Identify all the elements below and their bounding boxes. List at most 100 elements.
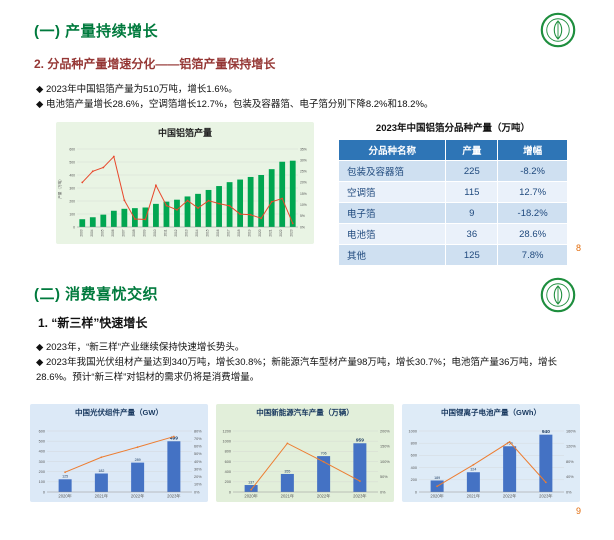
svg-text:0%: 0% <box>194 490 200 494</box>
table-title: 2023年中国铝箔分品种产量（万吨） <box>375 123 531 134</box>
chart-title: 中国铝箔产量 <box>157 128 212 138</box>
svg-text:2020: 2020 <box>258 229 262 236</box>
svg-text:2021年: 2021年 <box>467 493 481 500</box>
svg-text:2022年: 2022年 <box>317 493 331 500</box>
svg-text:50%: 50% <box>380 475 388 479</box>
svg-text:1000: 1000 <box>223 439 231 443</box>
bullet-item: ◆ 2023年我国光伏组材产量达到340万吨，增长30.8%；新能源汽车型材产量… <box>36 357 557 383</box>
col-header-variety: 分品种名称 <box>337 139 447 161</box>
svg-text:0%: 0% <box>380 490 386 494</box>
svg-text:324: 324 <box>470 468 476 472</box>
page-number-8: 8 <box>576 243 582 253</box>
svg-text:400: 400 <box>69 173 75 177</box>
svg-text:2006: 2006 <box>111 229 115 236</box>
svg-text:20%: 20% <box>194 475 202 479</box>
svg-text:600: 600 <box>69 147 75 151</box>
svg-text:2008: 2008 <box>132 229 136 236</box>
slide2-title: (二) 消费喜忧交织 <box>34 286 159 303</box>
svg-text:2023年: 2023年 <box>353 493 367 500</box>
table-row: 电子箔 9 -18.2% <box>337 202 568 224</box>
svg-text:200: 200 <box>39 470 45 474</box>
foil-output-chart: 中国铝箔产量 0 100 200 300 400 500 600 0% 5% 10% 15% 20% 2… <box>56 122 314 244</box>
svg-text:2015: 2015 <box>206 229 210 236</box>
svg-text:400: 400 <box>225 470 231 474</box>
svg-text:80%: 80% <box>566 460 574 464</box>
org-logo-icon <box>540 277 576 313</box>
li-battery-chart: 中国锂离子电池产量（GWh） 0 200 400 600 800 1000 0% 40% 80%… <box>402 404 580 502</box>
li-battery-chart-canvas: 0 200 400 600 800 1000 0% 40% 80% 120% 160% 189 324 7… <box>409 429 577 500</box>
svg-text:60%: 60% <box>194 445 202 449</box>
svg-text:10%: 10% <box>194 483 202 487</box>
svg-text:40%: 40% <box>566 475 574 479</box>
slide1-bullets: ◆ 2023年中国铝箔产量为510万吨，增长1.6%。 ◆ 电池箔产量增长28.… <box>36 82 584 112</box>
svg-text:50%: 50% <box>194 452 202 456</box>
svg-text:2011: 2011 <box>163 229 167 236</box>
svg-text:0: 0 <box>73 225 75 229</box>
svg-text:2022年: 2022年 <box>131 493 145 500</box>
svg-text:200: 200 <box>411 478 417 482</box>
svg-text:35%: 35% <box>300 147 307 151</box>
svg-text:2005: 2005 <box>100 229 104 236</box>
svg-text:200: 200 <box>69 199 75 203</box>
org-logo-icon <box>540 12 576 48</box>
svg-text:2018: 2018 <box>237 229 241 236</box>
svg-text:80%: 80% <box>194 429 202 433</box>
svg-text:400: 400 <box>411 466 417 470</box>
col-header-growth: 增幅 <box>497 139 568 161</box>
slide2-bullets: ◆ 2023年，“新三样”产业继续保持快速增长势头。 ◆ 2023年我国光伏组材… <box>36 340 586 385</box>
bullet-item: ◆ 2023年，“新三样”产业继续保持快速增长势头。 <box>36 342 245 353</box>
svg-text:15%: 15% <box>300 192 307 196</box>
svg-text:2012: 2012 <box>174 229 178 236</box>
svg-text:959: 959 <box>356 438 364 444</box>
svg-text:10%: 10% <box>300 203 307 207</box>
table-row: 其他 125 7.8% <box>337 244 568 266</box>
svg-text:2014: 2014 <box>195 229 199 236</box>
svg-text:2022: 2022 <box>279 229 283 236</box>
svg-text:600: 600 <box>411 454 417 458</box>
svg-text:0%: 0% <box>300 225 305 229</box>
svg-text:200: 200 <box>225 480 231 484</box>
svg-text:100: 100 <box>39 480 45 484</box>
svg-text:40%: 40% <box>194 460 202 464</box>
pv-module-chart-canvas: 0 100 200 300 400 500 600 0% 10% 20% 30% 40% 50% 60% 7… <box>39 429 203 500</box>
svg-text:2023年: 2023年 <box>167 493 181 500</box>
svg-text:2017: 2017 <box>227 229 231 236</box>
svg-text:600: 600 <box>39 429 45 433</box>
svg-text:500: 500 <box>39 439 45 443</box>
slide1-title: (一) 产量持续增长 <box>34 23 159 40</box>
table-row: 包装及容器箔 225 -8.2% <box>337 160 568 182</box>
svg-text:2021年: 2021年 <box>281 493 295 500</box>
svg-text:0%: 0% <box>566 490 572 494</box>
pv-module-chart: 中国光伏组件产量（GW） 0 100 200 300 400 500 600 0% 10% 20%… <box>30 404 208 502</box>
svg-text:2020年: 2020年 <box>430 493 444 500</box>
svg-text:800: 800 <box>411 442 417 446</box>
svg-text:0: 0 <box>43 490 45 494</box>
nev-output-chart: 中国新能源汽车产量（万辆） 0 200 400 600 800 1000 1200 0% 50%… <box>216 404 394 502</box>
svg-text:600: 600 <box>225 460 231 464</box>
svg-text:499: 499 <box>170 436 178 442</box>
chart-title: 中国光伏组件产量（GW） <box>75 408 163 417</box>
svg-text:2023: 2023 <box>290 229 294 236</box>
svg-text:2007: 2007 <box>121 229 125 236</box>
svg-text:100%: 100% <box>380 460 390 464</box>
svg-text:2003: 2003 <box>79 229 83 236</box>
svg-text:100: 100 <box>69 212 75 216</box>
table-row: 电池箔 36 28.6% <box>337 223 568 245</box>
svg-text:2023年: 2023年 <box>539 493 553 500</box>
svg-text:0: 0 <box>229 490 231 494</box>
svg-text:2013: 2013 <box>185 229 189 236</box>
svg-text:2004: 2004 <box>90 229 94 236</box>
svg-text:400: 400 <box>39 450 45 454</box>
slide1-subtitle: 2. 分品种产量增速分化——铝箔产量保持增长 <box>34 57 276 71</box>
svg-text:750: 750 <box>507 442 513 446</box>
svg-text:20%: 20% <box>300 181 307 185</box>
chart-title: 中国锂离子电池产量（GWh） <box>441 408 541 417</box>
svg-text:2009: 2009 <box>142 229 146 236</box>
svg-text:137: 137 <box>248 480 254 484</box>
svg-text:706: 706 <box>321 452 327 456</box>
table-header-row: 分品种名称 产量 增幅 <box>337 139 568 161</box>
foil-variety-table: 分品种名称 产量 增幅 包装及容器箔 225 -8.2% 空调箔 115 12.… <box>337 139 568 266</box>
svg-text:355: 355 <box>284 469 290 473</box>
slide2-subtitle: 1. “新三样”快速增长 <box>38 316 148 330</box>
